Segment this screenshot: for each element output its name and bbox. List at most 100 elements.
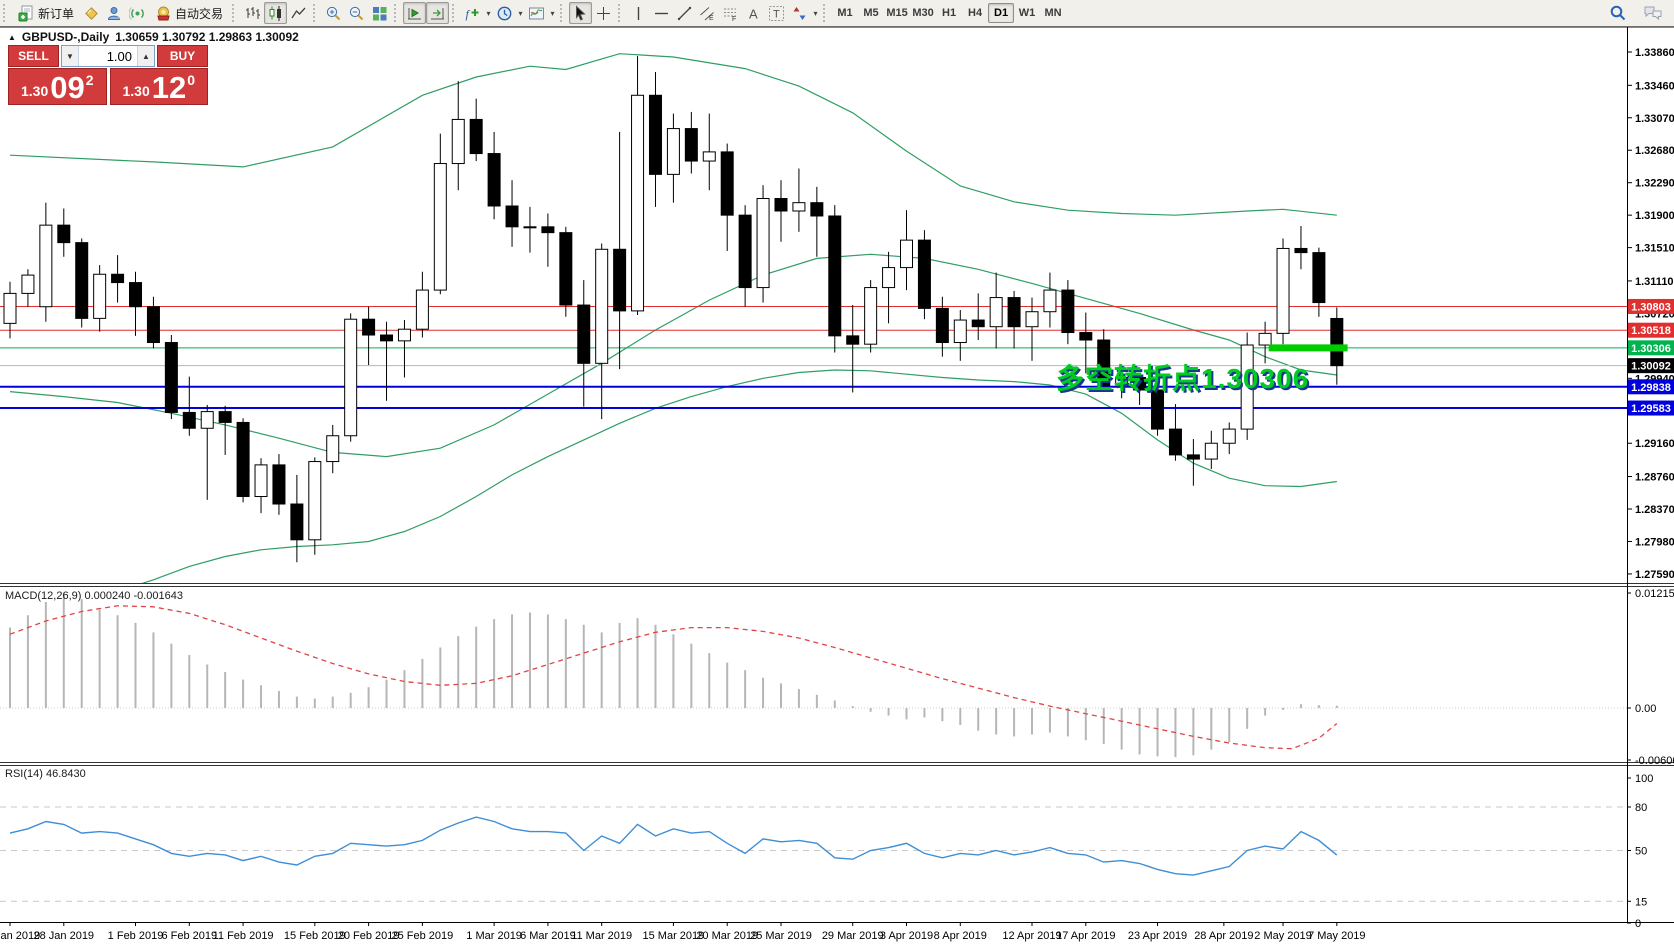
crosshair-icon	[595, 5, 612, 22]
buy-price-box[interactable]: 1.30 12 0	[109, 68, 208, 106]
new-order-button-label: 新订单	[38, 6, 75, 21]
signals-button[interactable]	[126, 2, 149, 24]
arrows-button[interactable]	[788, 2, 811, 24]
bar-chart-icon	[244, 5, 261, 22]
horizontal-line-icon	[653, 5, 670, 22]
macd-axis-min: -0.006064	[1635, 755, 1674, 767]
profile-button[interactable]	[103, 2, 126, 24]
styles-button[interactable]	[80, 2, 103, 24]
date-axis-tick: 2 May 2019	[1254, 930, 1311, 942]
new-order-button[interactable]: 新订单	[12, 2, 80, 24]
buy-price-pips: 12	[151, 70, 187, 106]
timeframe-h4-button[interactable]: H4	[968, 7, 983, 19]
signal-icon	[129, 5, 146, 22]
price-level-badge: 1.30803	[1631, 301, 1671, 313]
autotrading-button-label: 自动交易	[175, 6, 224, 21]
timeframe-m1-button[interactable]: M1	[837, 7, 853, 19]
search-button[interactable]	[1606, 2, 1630, 24]
equidistant-channel-button[interactable]: E	[696, 2, 719, 24]
timeframe-m30-button[interactable]: M30	[912, 7, 934, 19]
trendline-icon	[676, 5, 693, 22]
date-axis-tick: 28 Apr 2019	[1194, 930, 1253, 942]
line-chart-button[interactable]	[287, 2, 310, 24]
one-click-trading-panel: SELL ▼ ▲ BUY 1.30 09 2 1.30 12 0	[8, 45, 208, 105]
trendline-button[interactable]	[673, 2, 696, 24]
timeframe-m15-button[interactable]: M15	[886, 7, 908, 19]
collapse-chart-icon[interactable]: ▲	[8, 32, 16, 42]
price-axis-tick: 1.28370	[1635, 504, 1674, 516]
indicators-button-dropdown[interactable]: ▾	[486, 8, 491, 18]
date-axis-tick: 28 Jan 2019	[34, 930, 95, 942]
label-button[interactable]: T	[765, 2, 788, 24]
sell-button[interactable]: SELL	[8, 45, 59, 67]
robot-icon	[155, 5, 172, 22]
date-axis-tick: 23 Apr 2019	[1128, 930, 1187, 942]
indicators-button[interactable]: f	[461, 2, 484, 24]
timeframe-m5-button[interactable]: M5	[863, 7, 879, 19]
chart-title: ▲ GBPUSD-,Daily 1.30659 1.30792 1.29863 …	[8, 30, 299, 44]
rsi-axis-tick: 15	[1635, 896, 1647, 908]
search-icon	[1609, 4, 1627, 22]
date-axis-tick: 3 Apr 2019	[880, 930, 933, 942]
horizontal-line-button[interactable]	[650, 2, 673, 24]
chart-shift-button[interactable]	[426, 2, 450, 24]
toolbar-grip	[232, 4, 237, 22]
toolbar-grip	[823, 4, 828, 22]
timeframe-mn-button[interactable]: MN	[1044, 7, 1062, 19]
chart-shift-icon	[429, 5, 446, 22]
text-button[interactable]: A	[742, 2, 765, 24]
volume-increase-button[interactable]: ▲	[137, 46, 154, 66]
candlestick-button[interactable]	[264, 2, 288, 24]
date-axis-tick: 12 Apr 2019	[1002, 930, 1061, 942]
zoom-out-icon	[348, 5, 365, 22]
toolbar-grip	[452, 4, 457, 22]
candlestick-icon	[267, 5, 284, 22]
price-level-badge: 1.29583	[1631, 403, 1671, 415]
volume-decrease-button[interactable]: ▼	[62, 46, 79, 66]
turning-point-annotation[interactable]: 多空转折点1.30306	[1056, 363, 1310, 394]
tile-windows-icon	[371, 5, 388, 22]
periods-button[interactable]	[493, 2, 516, 24]
label-t-icon: T	[768, 5, 785, 22]
rsi-axis-tick: 0	[1635, 918, 1641, 930]
cursor-button[interactable]	[569, 2, 593, 24]
templates-button-dropdown[interactable]: ▾	[550, 8, 555, 18]
crosshair-button[interactable]	[592, 2, 615, 24]
price-level-badge: 1.30092	[1631, 361, 1671, 373]
price-axis-tick: 1.29160	[1635, 438, 1674, 450]
chart-window[interactable]: 1.33860 1.33460 1.33070 1.32680 1.32290 1.319…	[0, 27, 1674, 950]
tile-windows-button[interactable]	[368, 2, 391, 24]
price-level-badge: 1.29838	[1631, 382, 1671, 394]
price-chart-canvas[interactable]: 1.33860 1.33460 1.33070 1.32680 1.32290 1.319…	[0, 27, 1674, 950]
fibonacci-icon: F	[722, 5, 739, 22]
sell-price-main: 1.30	[20, 83, 49, 99]
chat-icon	[1643, 4, 1663, 22]
vertical-line-button[interactable]	[627, 2, 650, 24]
cursor-icon	[572, 4, 589, 22]
fibonacci-button[interactable]: F	[719, 2, 742, 24]
zoom-in-button[interactable]	[322, 2, 345, 24]
periods-button-dropdown[interactable]: ▾	[518, 8, 523, 18]
buy-button[interactable]: BUY	[157, 45, 208, 67]
zoom-out-button[interactable]	[345, 2, 368, 24]
arrows-button-dropdown[interactable]: ▾	[813, 8, 818, 18]
chat-button[interactable]	[1640, 2, 1666, 24]
date-axis-tick: 20 Mar 2019	[696, 930, 758, 942]
price-axis-tick: 1.33860	[1635, 47, 1674, 59]
timeframe-d1-button[interactable]: D1	[988, 3, 1015, 23]
autotrading-button[interactable]: 自动交易	[149, 2, 229, 24]
date-axis-tick: 29 Mar 2019	[822, 930, 884, 942]
timeframe-w1-button[interactable]: W1	[1018, 7, 1036, 19]
vertical-line-icon	[630, 5, 647, 22]
templates-button[interactable]	[525, 2, 548, 24]
timeframe-h1-button[interactable]: H1	[942, 7, 957, 19]
volume-input[interactable]	[79, 46, 137, 66]
chart-ohlc-values: 1.30659 1.30792 1.29863 1.30092	[115, 30, 299, 44]
rsi-axis-tick: 100	[1635, 773, 1653, 785]
sell-price-box[interactable]: 1.30 09 2	[8, 68, 107, 105]
date-axis-tick: 7 May 2019	[1308, 930, 1365, 942]
macd-indicator-label: MACD(12,26,9) 0.000240 -0.001643	[5, 590, 183, 602]
bar-chart-button[interactable]	[241, 2, 264, 24]
date-axis-tick: 15 Feb 2019	[284, 930, 346, 942]
auto-scroll-button[interactable]	[403, 2, 427, 24]
